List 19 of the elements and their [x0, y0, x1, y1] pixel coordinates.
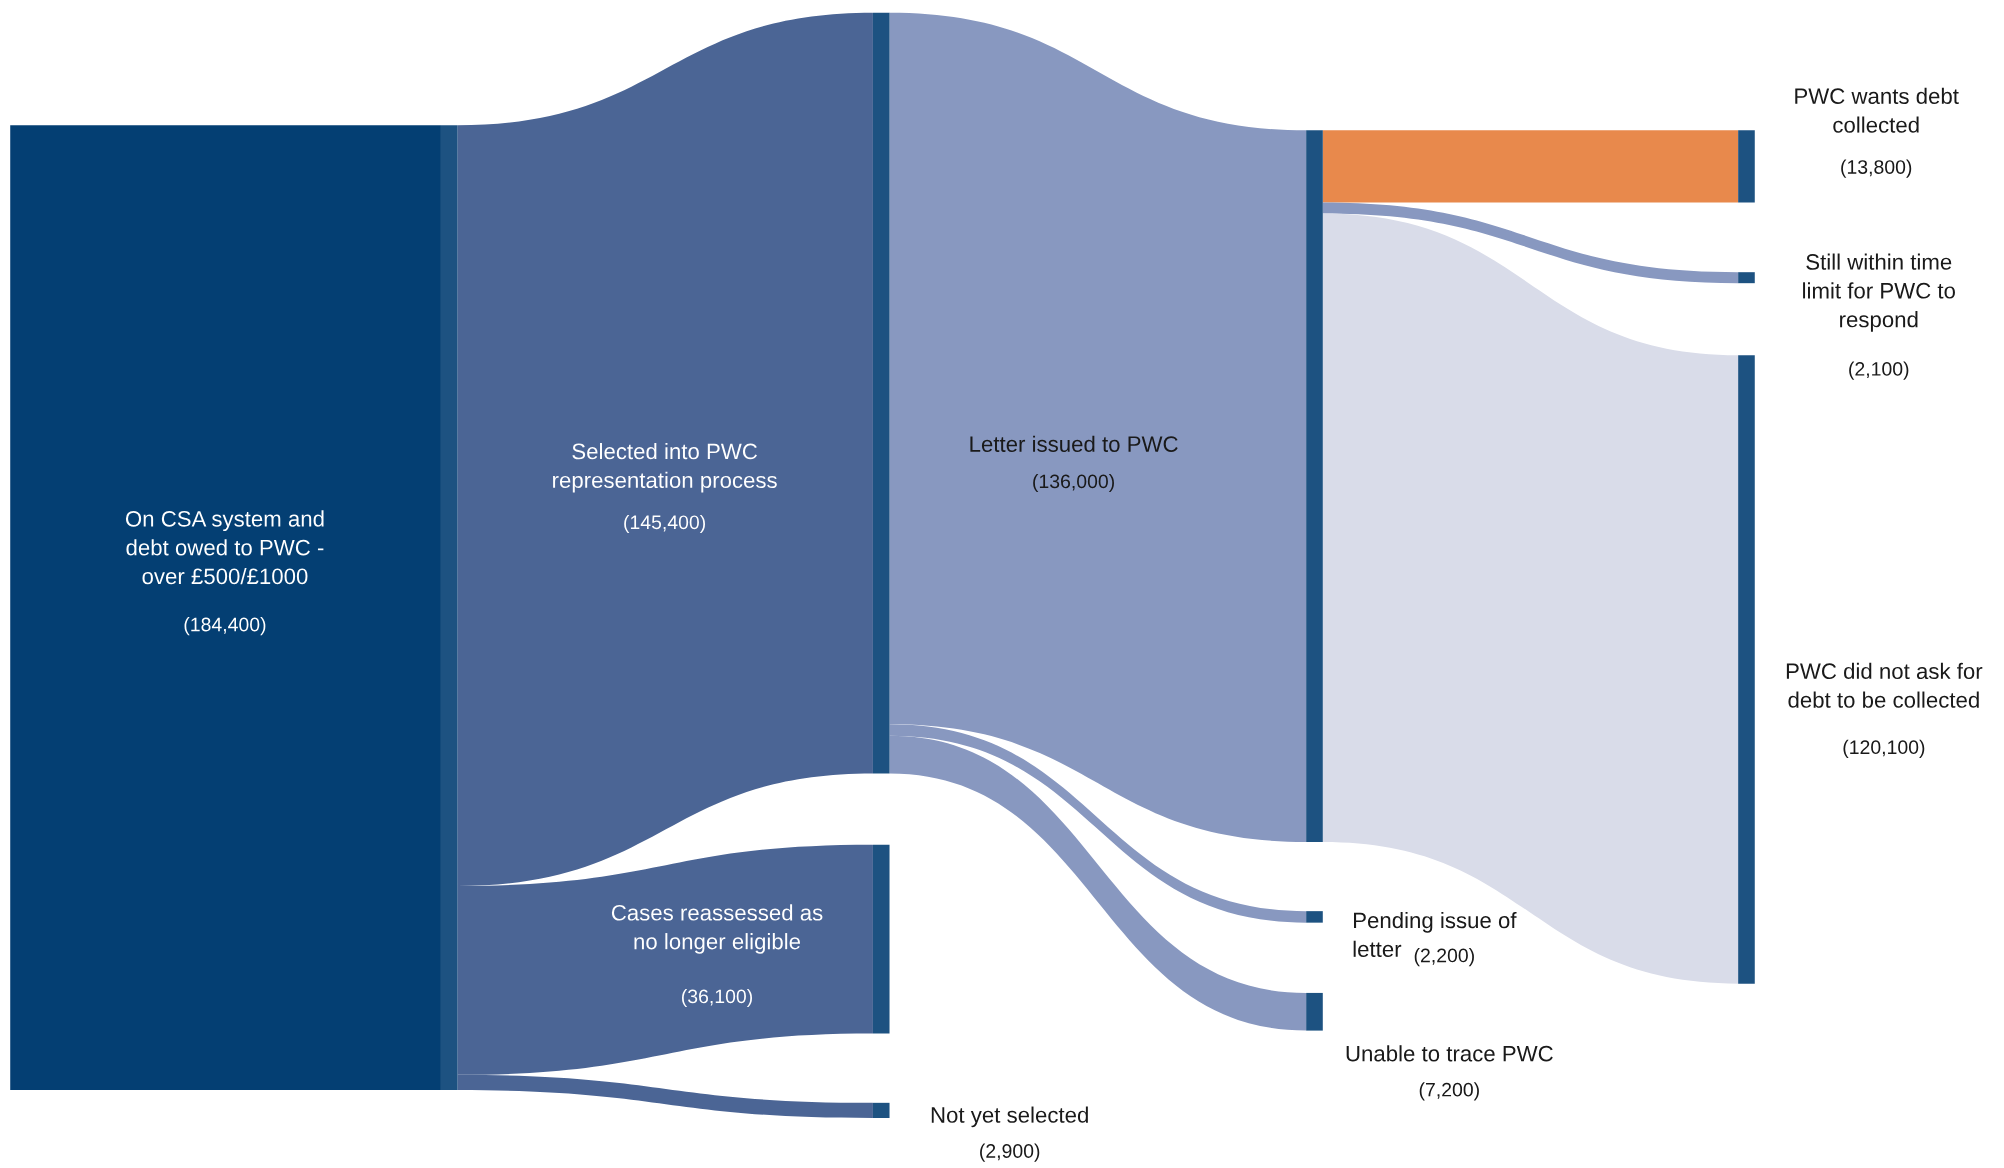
data-label: (2,100)	[1849, 361, 1909, 380]
data-label: (36,100)	[681, 988, 752, 1008]
data-label: (2,900)	[980, 1143, 1040, 1162]
data-label: (120,100)	[1843, 739, 1925, 758]
category-label: On CSA system and debt owed to PWC - over £500/£1000	[125, 510, 324, 585]
category-label: Selected into PWC representation process	[553, 442, 777, 493]
category-label: PWC did not ask for debt to be collected	[1786, 662, 1983, 708]
category-label: Cases reassessed as no longer eligible	[611, 904, 823, 954]
data-label: (7,200)	[1419, 1082, 1479, 1101]
data-label: (136,000)	[1033, 473, 1114, 493]
category-label: Not yet selected	[931, 1106, 1088, 1128]
category-label: Still within time limit for PWC to respond	[1803, 253, 1955, 332]
category-label: Unable to trace PWC	[1346, 1045, 1553, 1062]
data-label: (184,400)	[184, 617, 266, 636]
category-label: PWC wants debt collected	[1795, 87, 1959, 133]
data-label: (145,400)	[624, 514, 706, 533]
data-label: (2,200)	[1414, 948, 1474, 967]
category-label: Letter issued to PWC	[970, 435, 1178, 452]
data-label: (13,800)	[1841, 159, 1912, 178]
